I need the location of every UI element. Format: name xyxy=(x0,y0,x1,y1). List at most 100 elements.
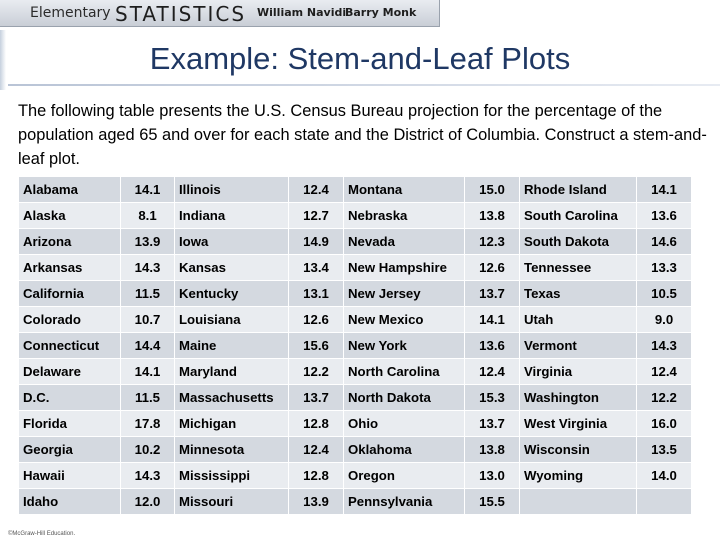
table-row: California 11.5 Kentucky 13.1 New Jersey 13.7… xyxy=(18,280,692,307)
percentage-value-cell: 13.8 xyxy=(464,202,520,229)
left-accent-bar xyxy=(0,30,6,90)
percentage-value-cell: 15.3 xyxy=(464,384,520,411)
state-name-cell: Rhode Island xyxy=(519,176,637,203)
state-name-cell: Illinois xyxy=(174,176,289,203)
state-name-cell: D.C. xyxy=(18,384,121,411)
percentage-value-cell: 8.1 xyxy=(120,202,175,229)
state-name-cell: New Mexico xyxy=(343,306,465,333)
state-name-cell: North Carolina xyxy=(343,358,465,385)
state-name-cell: Iowa xyxy=(174,228,289,255)
percentage-value-cell: 13.7 xyxy=(464,280,520,307)
slide-title: Example: Stem-and-Leaf Plots xyxy=(149,41,571,76)
state-name-cell: Delaware xyxy=(18,358,121,385)
state-name-cell: New Hampshire xyxy=(343,254,465,281)
state-name-cell: Hawaii xyxy=(18,462,121,489)
percentage-value-cell: 11.5 xyxy=(120,384,175,411)
percentage-value-cell: 12.6 xyxy=(464,254,520,281)
percentage-value-cell: 14.1 xyxy=(120,176,175,203)
percentage-value-cell: 14.1 xyxy=(464,306,520,333)
state-name-cell: Indiana xyxy=(174,202,289,229)
percentage-value-cell: 14.1 xyxy=(120,358,175,385)
state-name-cell: Nebraska xyxy=(343,202,465,229)
percentage-value-cell xyxy=(636,488,692,515)
percentage-value-cell: 14.6 xyxy=(636,228,692,255)
percentage-value-cell: 13.7 xyxy=(464,410,520,437)
percentage-value-cell: 12.4 xyxy=(288,176,344,203)
percentage-value-cell: 13.6 xyxy=(636,202,692,229)
state-name-cell: Massachusetts xyxy=(174,384,289,411)
percentage-value-cell: 15.0 xyxy=(464,176,520,203)
percentage-value-cell: 13.1 xyxy=(288,280,344,307)
state-name-cell: Alaska xyxy=(18,202,121,229)
percentage-value-cell: 12.8 xyxy=(288,462,344,489)
state-name-cell: Maine xyxy=(174,332,289,359)
percentage-value-cell: 12.2 xyxy=(288,358,344,385)
state-name-cell: Idaho xyxy=(18,488,121,515)
percentage-value-cell: 12.4 xyxy=(288,436,344,463)
title-divider xyxy=(8,84,720,86)
state-name-cell: Georgia xyxy=(18,436,121,463)
table-row: Georgia 10.2 Minnesota 12.4 Oklahoma 13.8 Wisc… xyxy=(18,436,692,463)
state-name-cell: Montana xyxy=(343,176,465,203)
copyright-notice: ©McGraw-Hill Education. xyxy=(8,531,76,537)
percentage-value-cell: 13.9 xyxy=(120,228,175,255)
book-banner: Elementary STATISTICS William Navidi Bar… xyxy=(0,0,440,27)
percentage-value-cell: 14.3 xyxy=(636,332,692,359)
percentage-value-cell: 10.5 xyxy=(636,280,692,307)
percentage-value-cell: 14.3 xyxy=(120,462,175,489)
percentage-value-cell: 14.9 xyxy=(288,228,344,255)
header-band: Elementary STATISTICS William Navidi Bar… xyxy=(0,0,720,28)
banner-statistics-text: STATISTICS xyxy=(115,2,247,26)
state-name-cell: Michigan xyxy=(174,410,289,437)
percentage-value-cell: 13.6 xyxy=(464,332,520,359)
state-name-cell: New York xyxy=(343,332,465,359)
banner-elementary-text: Elementary xyxy=(30,5,111,21)
percentage-value-cell: 13.3 xyxy=(636,254,692,281)
state-name-cell: Kentucky xyxy=(174,280,289,307)
percentage-value-cell: 12.4 xyxy=(464,358,520,385)
state-name-cell: Mississippi xyxy=(174,462,289,489)
table-row: Hawaii 14.3 Mississippi 12.8 Oregon 13.0 Wyomi… xyxy=(18,462,692,489)
percentage-value-cell: 11.5 xyxy=(120,280,175,307)
state-name-cell: Arkansas xyxy=(18,254,121,281)
state-name-cell: West Virginia xyxy=(519,410,637,437)
table-row: Idaho 12.0 Missouri 13.9 Pennsylvania 15.5 xyxy=(18,488,692,515)
percentage-value-cell: 12.6 xyxy=(288,306,344,333)
state-name-cell xyxy=(519,488,637,515)
state-name-cell: Connecticut xyxy=(18,332,121,359)
percentage-value-cell: 14.4 xyxy=(120,332,175,359)
intro-paragraph: The following table presents the U.S. Ce… xyxy=(18,102,707,168)
state-name-cell: Minnesota xyxy=(174,436,289,463)
table-row: Alabama 14.1 Illinois 12.4 Montana 15.0 Rhode … xyxy=(18,176,692,203)
percentage-value-cell: 12.8 xyxy=(288,410,344,437)
state-name-cell: Oklahoma xyxy=(343,436,465,463)
state-name-cell: Utah xyxy=(519,306,637,333)
percentage-value-cell: 13.5 xyxy=(636,436,692,463)
state-name-cell: Ohio xyxy=(343,410,465,437)
percentage-value-cell: 13.9 xyxy=(288,488,344,515)
percentage-value-cell: 17.8 xyxy=(120,410,175,437)
state-name-cell: Colorado xyxy=(18,306,121,333)
table-row: Delaware 14.1 Maryland 12.2 North Carolina 12… xyxy=(18,358,692,385)
percentage-value-cell: 12.0 xyxy=(120,488,175,515)
percentage-value-cell: 10.7 xyxy=(120,306,175,333)
percentage-value-cell: 12.2 xyxy=(636,384,692,411)
percentage-value-cell: 14.3 xyxy=(120,254,175,281)
table-row: Connecticut 14.4 Maine 15.6 New York 13.6 Verm… xyxy=(18,332,692,359)
state-name-cell: Texas xyxy=(519,280,637,307)
state-name-cell: Florida xyxy=(18,410,121,437)
state-name-cell: North Dakota xyxy=(343,384,465,411)
state-name-cell: Virginia xyxy=(519,358,637,385)
percentage-value-cell: 14.0 xyxy=(636,462,692,489)
census-table: Alabama 14.1 Illinois 12.4 Montana 15.0 Rhode … xyxy=(18,176,692,515)
state-name-cell: Washington xyxy=(519,384,637,411)
percentage-value-cell: 13.7 xyxy=(288,384,344,411)
table-row: D.C. 11.5 Massachusetts 13.7 North Dakota 15.… xyxy=(18,384,692,411)
state-name-cell: Vermont xyxy=(519,332,637,359)
state-name-cell: Tennessee xyxy=(519,254,637,281)
percentage-value-cell: 10.2 xyxy=(120,436,175,463)
table-row: Arkansas 14.3 Kansas 13.4 New Hampshire 12.6 T… xyxy=(18,254,692,281)
percentage-value-cell: 13.4 xyxy=(288,254,344,281)
banner-author-monk: Barry Monk xyxy=(345,6,417,19)
state-name-cell: Missouri xyxy=(174,488,289,515)
